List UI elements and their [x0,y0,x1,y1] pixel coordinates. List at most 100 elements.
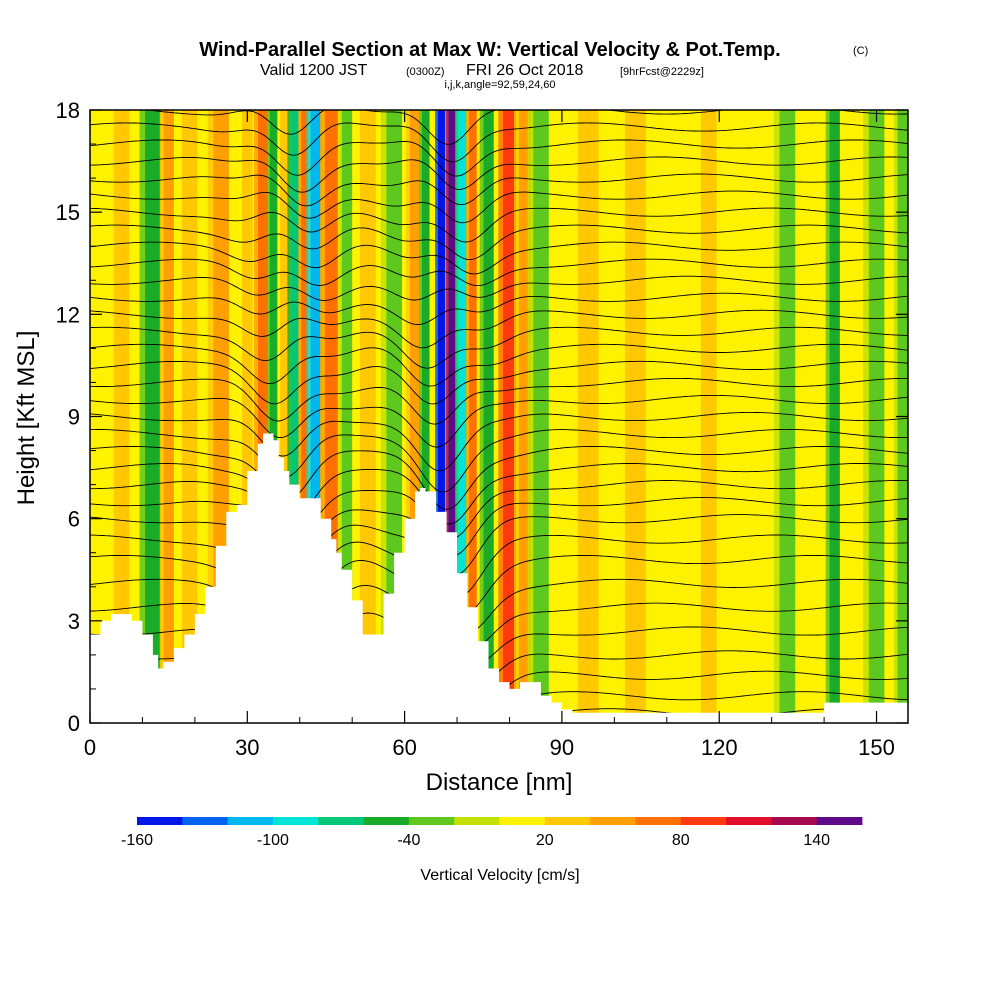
theta-contour-line [90,497,908,557]
velocity-band [437,110,445,723]
velocity-band [163,110,174,723]
velocity-band [779,110,796,723]
colorbar-swatch [182,817,229,825]
velocity-band [269,110,278,723]
velocity-band [483,110,494,723]
velocity-band-edge [445,110,449,723]
velocity-band-edge [176,110,182,723]
y-axis-label: Height [Kft MSL] [13,331,40,506]
x-tick-label: 120 [701,735,738,760]
velocity-band-edge [108,110,114,723]
colorbar-tick-label: -100 [257,832,289,849]
velocity-band-edge [354,110,361,723]
velocity-band [533,110,549,723]
velocity-band-edge [254,110,258,723]
theta-contour-line [90,122,908,163]
colorbar: -160 -100 -40 20 80 140 [121,817,863,849]
velocity-band-edge [527,110,534,723]
theta-contour-line [90,360,908,405]
theta-contour-line [90,173,908,207]
theta-contour-line [90,275,908,301]
theta-contour-line [90,292,908,325]
colorbar-tick-label: 80 [672,832,690,849]
forecast-label: [9hrFcst@2229z] [620,66,704,78]
theta-contour-line [90,411,908,472]
velocity-band [700,110,717,723]
theta-contour-line [142,110,908,145]
velocity-band-edge [238,110,243,723]
y-tick-label: 12 [56,302,80,327]
colorbar-swatch [408,817,455,825]
y-tick-label: 15 [56,200,80,225]
velocity-band-edge [338,110,342,723]
y-tick-label: 6 [68,507,80,532]
colorbar-swatch [544,817,591,825]
chart-title: Wind-Parallel Section at Max W: Vertical… [199,39,780,61]
velocity-band [624,110,646,723]
colorbar-tick-label: -40 [397,832,420,849]
theta-contour-line [90,343,908,387]
velocity-band [290,110,299,723]
theta-contour-line [90,377,908,425]
velocity-band [829,110,840,723]
colorbar-swatch [318,817,364,825]
colorbar-tick-label: 20 [536,832,554,849]
theta-contour-line [90,258,908,287]
colorbar-tick-label: -160 [121,832,153,849]
velocity-band-edge [435,110,438,723]
velocity-band [181,110,198,723]
theta-contour-line [90,463,908,525]
theta-contour-line [90,428,908,493]
velocity-band [257,110,269,723]
theta-contour-line [90,394,908,448]
theta-contour-line [90,156,908,193]
colorbar-swatch [137,817,183,825]
velocity-band [409,110,421,723]
velocity-band [242,110,253,723]
theta-contour-line [90,190,908,224]
velocity-band [458,110,467,723]
velocity-band-edge [498,110,503,723]
y-tick-label: 3 [68,609,80,634]
velocity-band-edge [695,110,701,723]
velocity-band [360,110,376,723]
theta-contour-line [90,480,908,540]
colorbar-swatch [635,817,682,825]
velocity-band-edge [455,110,459,723]
velocity-band-edge [825,110,830,723]
velocity-band-edge [406,110,410,723]
velocity-band-edge [380,110,387,723]
x-tick-label: 90 [550,735,574,760]
colorbar-swatch [590,817,636,825]
velocity-band-edge [320,110,325,723]
velocity-band-edge [277,110,281,723]
theta-contour-line [90,309,908,349]
section-params: i,j,k,angle=92,59,24,60 [444,79,555,91]
velocity-band-edge [893,110,898,723]
terrain [90,433,908,723]
velocity-band-edge [266,110,270,723]
velocity-band-edge [479,110,484,723]
velocity-band [468,110,477,723]
theta-contour-line [90,241,908,275]
velocity-band [341,110,353,723]
velocity-band [280,110,288,723]
colorbar-swatch [499,817,546,825]
velocity-band-edge [617,110,625,723]
colorbar-swatch [771,817,818,825]
velocity-band [145,110,161,723]
velocity-band-edge [466,110,469,723]
x-tick-label: 0 [84,735,96,760]
velocity-band-edge [298,110,302,723]
valid-time-utc: (0300Z) [406,66,445,78]
y-tick-label: 18 [56,98,80,123]
theta-contour-line [90,326,908,369]
velocity-band [868,110,885,723]
x-tick-label: 60 [392,735,416,760]
velocity-band [113,110,130,723]
x-axis: 0 30 60 90 120 150 [84,110,895,760]
plot-area [89,109,909,724]
x-tick-label: 30 [235,735,259,760]
velocity-band [502,110,517,723]
